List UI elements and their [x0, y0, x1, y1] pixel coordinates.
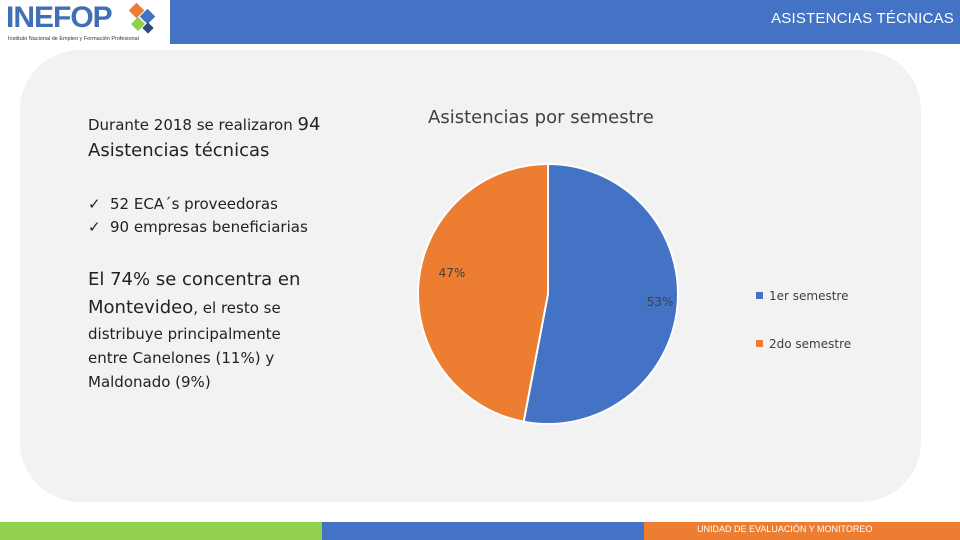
concentration-text: El 74% se concentra en Montevideo, el re… [88, 266, 388, 394]
intro-number: 94 [297, 114, 321, 135]
logo-subtitle: Instituto Nacional de Empleo y Formación… [8, 36, 139, 42]
pie-slice-2 [417, 162, 549, 423]
conc-city: Montevideo [88, 297, 194, 318]
pie-slice-1 [522, 162, 679, 425]
bullet-text: 90 empresas beneficiarias [110, 218, 308, 236]
logo-mark-icon [128, 3, 156, 34]
legend-swatch-2do-semestre [756, 340, 763, 347]
inefop-logo: INEFOP Instituto Nacional de Empleo y Fo… [0, 0, 170, 46]
conc-body-line: entre Canelones (11%) y [88, 349, 275, 367]
legend-item-2do-semestre: 2do semestre [756, 337, 851, 351]
footer-bar-green [0, 522, 322, 540]
pie-data-label: 53% [647, 295, 674, 309]
footer-bar-orange [644, 522, 960, 540]
legend-swatch-1er-semestre [756, 292, 763, 299]
footer-text: UNIDAD DE EVALUACIÓN Y MONITOREO [697, 524, 873, 534]
bullet-list: ✓ 52 ECA´s proveedoras ✓ 90 empresas benef… [88, 193, 308, 239]
check-icon: ✓ [88, 195, 101, 213]
bullet-item: ✓ 52 ECA´s proveedoras [88, 193, 308, 216]
intro-prefix: Durante 2018 se realizaron [88, 116, 298, 134]
conc-body-line: distribuye principalmente [88, 325, 281, 343]
legend-label: 1er semestre [769, 289, 849, 303]
bullet-text: 52 ECA´s proveedoras [110, 195, 278, 213]
conc-tail: , el resto se [193, 299, 281, 317]
page-title: ASISTENCIAS TÉCNICAS [771, 10, 954, 27]
intro-text: Durante 2018 se realizaron 94 Asistencia… [88, 112, 388, 164]
legend-item-1er-semestre: 1er semestre [756, 289, 848, 303]
legend-label: 2do semestre [769, 337, 852, 351]
logo-wordmark: INEFOP [6, 1, 113, 34]
conc-head-line2: Montevideo, el resto se [88, 294, 388, 322]
chart-title: Asistencias por semestre [428, 107, 654, 128]
check-icon: ✓ [88, 218, 101, 236]
pie-data-label: 47% [439, 266, 466, 280]
conc-body-line: Maldonado (9%) [88, 373, 211, 391]
intro-line1: Durante 2018 se realizaron 94 [88, 112, 388, 138]
header-band: ASISTENCIAS TÉCNICAS [170, 0, 960, 44]
conc-head-line1: El 74% se concentra en [88, 269, 301, 290]
intro-line2: Asistencias técnicas [88, 140, 270, 161]
bullet-item: ✓ 90 empresas beneficiarias [88, 216, 308, 239]
footer-bar-blue [322, 522, 644, 540]
